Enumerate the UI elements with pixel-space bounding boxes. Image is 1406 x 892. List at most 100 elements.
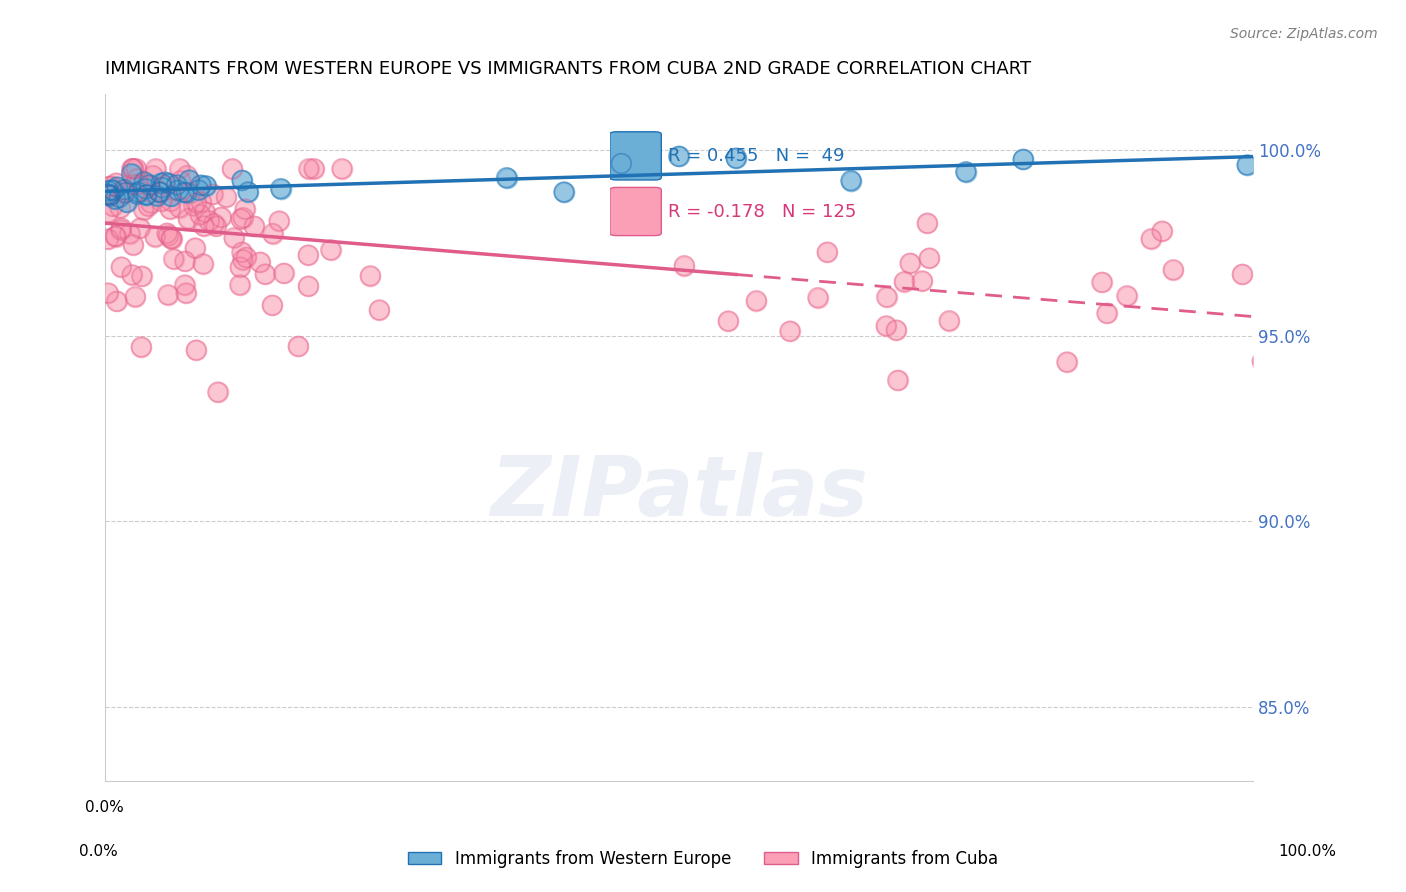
Point (136, 188, 159, 202)
Point (194, 205, 217, 219)
Point (229, 212, 252, 227)
Point (262, 298, 284, 312)
Point (173, 254, 195, 268)
Point (150, 194, 173, 209)
Point (97, 184, 120, 198)
Point (1152, 224, 1174, 238)
Point (135, 187, 157, 202)
Point (173, 186, 195, 200)
Point (205, 219, 228, 234)
Point (177, 211, 200, 226)
Point (815, 245, 838, 260)
Point (330, 161, 353, 176)
Point (193, 257, 215, 271)
Point (145, 161, 167, 176)
Point (193, 257, 215, 271)
Point (105, 176, 128, 190)
Point (202, 217, 225, 231)
Point (160, 194, 183, 209)
Point (118, 227, 141, 241)
Point (97, 205, 120, 219)
Point (190, 178, 212, 193)
Point (610, 156, 633, 170)
Point (98, 188, 121, 202)
Point (221, 161, 243, 176)
Point (233, 202, 256, 216)
Point (160, 232, 183, 246)
Point (121, 167, 143, 181)
Point (1236, 158, 1258, 172)
Point (150, 185, 173, 199)
Point (121, 161, 143, 176)
Point (97, 179, 120, 194)
Point (1152, 224, 1174, 238)
Point (157, 177, 180, 191)
Point (124, 289, 146, 303)
Point (121, 161, 143, 176)
Point (169, 174, 191, 188)
Point (893, 275, 915, 289)
Point (297, 279, 319, 293)
Point (1012, 153, 1035, 167)
Point (190, 194, 212, 209)
Point (231, 245, 253, 260)
Point (359, 268, 381, 283)
Point (104, 192, 127, 206)
Point (122, 161, 145, 176)
Point (298, 161, 321, 176)
Point (149, 186, 172, 200)
Point (898, 256, 921, 270)
Point (149, 186, 172, 200)
Point (673, 259, 696, 273)
Point (157, 228, 180, 243)
Point (97, 184, 120, 198)
Point (1012, 153, 1035, 167)
Text: 0.0%: 0.0% (79, 845, 118, 859)
Point (302, 161, 325, 176)
Point (249, 255, 271, 269)
Point (553, 185, 575, 199)
Point (173, 278, 195, 293)
Point (174, 286, 197, 301)
Point (176, 169, 198, 183)
Point (893, 275, 915, 289)
Point (138, 199, 160, 213)
Point (201, 187, 224, 202)
Point (610, 156, 633, 170)
Point (121, 161, 143, 176)
Point (173, 186, 195, 200)
Point (101, 199, 124, 213)
Point (231, 245, 253, 260)
Point (121, 161, 143, 176)
Point (131, 269, 153, 284)
Point (134, 175, 156, 189)
Point (273, 267, 295, 281)
Point (668, 149, 690, 163)
Point (153, 175, 176, 189)
Point (917, 216, 939, 230)
Text: Source: ZipAtlas.com: Source: ZipAtlas.com (1230, 27, 1378, 41)
Point (319, 243, 342, 257)
Point (114, 186, 136, 201)
Point (262, 298, 284, 312)
Point (262, 227, 284, 241)
Point (1163, 262, 1185, 277)
Point (110, 221, 132, 235)
Point (169, 174, 191, 188)
Point (207, 385, 229, 400)
Point (127, 187, 149, 202)
Point (215, 190, 238, 204)
Point (97, 232, 120, 246)
Point (160, 189, 183, 203)
Point (100, 179, 122, 194)
Point (169, 161, 191, 176)
Point (1251, 354, 1274, 368)
Point (132, 202, 155, 217)
Point (114, 186, 136, 200)
Point (187, 183, 209, 197)
Point (1056, 355, 1078, 369)
Point (717, 314, 740, 328)
Point (136, 188, 159, 202)
Point (125, 161, 148, 176)
Point (176, 169, 198, 183)
